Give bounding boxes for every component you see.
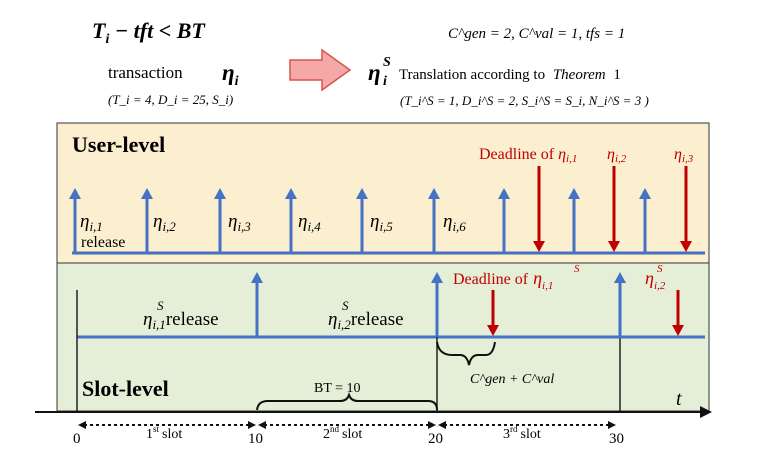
params-formula: C^gen = 2, C^val = 1, tfs = 1 (448, 26, 625, 42)
slot-label-2: 2nd slot (323, 424, 362, 442)
user-release-arrow-1-head-icon (69, 188, 81, 199)
slot-deadline-arrow-1-head-icon (487, 325, 499, 336)
original-params: (T_i = 4, D_i = 25, S_i) (108, 92, 233, 107)
tick-0: 0 (73, 431, 81, 447)
svg-text:S: S (383, 55, 391, 70)
user-release-arrow-2-head-icon (141, 188, 153, 199)
user-release-arrow-9-head-icon (639, 188, 651, 199)
svg-text:S: S (657, 263, 663, 275)
slot-release-label-2: ηi,2release (328, 309, 404, 332)
translation-text: Translation according to Theorem 1 (399, 67, 621, 83)
user-release-arrow-8-head-icon (568, 188, 580, 199)
release-label-1: ηi,1 (80, 211, 103, 234)
slot-label-1: 1st slot (146, 424, 182, 442)
tick-10: 10 (248, 431, 263, 447)
svg-text:i: i (383, 74, 387, 89)
slot-release-arrow-2-head-icon (431, 272, 443, 283)
user-deadline-arrow-3-head-icon (680, 241, 692, 252)
user-deadline-labels: Deadline of ηi,1 ηi,2 ηi,3 (479, 146, 694, 165)
slot-deadline-labels: Deadline of ηi,1 S ηi,2 S (453, 263, 666, 292)
slot-interval-arrowheads (78, 421, 616, 429)
slot-deadline-label: Deadline of ηi,1 (453, 268, 553, 292)
slot-release-label-1: ηi,1release (143, 309, 219, 332)
bt-label: BT = 10 (314, 381, 361, 396)
user-deadline-label-2: ηi,2 (607, 146, 627, 165)
condition-formula: Ti − tft < BT (92, 18, 206, 47)
slot-labels: 1st slot 2nd slot 3rd slot (146, 424, 541, 442)
svg-text:S: S (157, 298, 164, 313)
user-deadline-arrow-1-head-icon (533, 241, 545, 252)
slot-release-labels: ηi,1release S ηi,2release S (143, 298, 404, 332)
user-level-panel (56, 122, 710, 264)
user-deadline-label: Deadline of ηi,1 (479, 146, 577, 165)
user-release-word: release (81, 234, 125, 251)
user-level-title: User-level (72, 132, 165, 157)
user-release-arrow-5-head-icon (356, 188, 368, 199)
slot-label-3: 3rd slot (503, 424, 541, 442)
user-deadline-arrows (533, 166, 692, 252)
axis-tick-labels: 0 10 20 30 (73, 431, 624, 447)
svg-text:S: S (342, 298, 349, 313)
eta-translated: η (368, 60, 381, 85)
slot-release-arrows (251, 272, 626, 412)
translated-transaction: η S i Translation according to Theorem 1… (368, 55, 649, 108)
original-transaction: transaction ηi (T_i = 4, D_i = 25, S_i) (108, 60, 239, 107)
user-release-arrow-4-head-icon (285, 188, 297, 199)
tick-30: 30 (609, 431, 624, 447)
eta-main: ηi (222, 60, 239, 89)
cost-label: C^gen + C^val (470, 372, 554, 387)
user-deadline-label-3: ηi,3 (674, 146, 694, 165)
release-label-5: ηi,5 (370, 211, 393, 234)
user-release-arrows (69, 188, 651, 253)
user-release-arrow-7-head-icon (498, 188, 510, 199)
release-label-2: ηi,2 (153, 211, 176, 234)
release-label-6: ηi,6 (443, 211, 466, 234)
slot-deadline-arrows (487, 290, 684, 336)
user-deadline-arrow-2-head-icon (608, 241, 620, 252)
time-axis-label: t (676, 388, 682, 410)
svg-text:Ti − tft < BT: Ti − tft < BT (92, 18, 206, 47)
tick-20: 20 (428, 431, 443, 447)
bt-brace (256, 391, 438, 411)
slot-deadline-label-2: ηi,2 (645, 268, 666, 292)
slot-deadline-arrow-2-head-icon (672, 325, 684, 336)
slot-level-title: Slot-level (82, 376, 169, 401)
user-release-labels: ηi,1 ηi,2 ηi,3 ηi,4 ηi,5 ηi,6 (80, 211, 466, 234)
translated-params: (T_i^S = 1, D_i^S = 2, S_i^S = S_i, N_i^… (400, 93, 649, 108)
user-release-arrow-6-head-icon (428, 188, 440, 199)
slot-release-arrow-1-head-icon (251, 272, 263, 283)
transaction-word: transaction (108, 63, 183, 82)
release-label-4: ηi,4 (298, 211, 321, 234)
user-release-arrow-3-head-icon (214, 188, 226, 199)
slot-release-arrow-3-head-icon (614, 272, 626, 283)
release-label-3: ηi,3 (228, 211, 251, 234)
svg-text:S: S (574, 263, 580, 275)
translation-arrow-icon (289, 48, 352, 92)
cost-brace (436, 341, 496, 366)
time-axis-arrowhead-icon (700, 406, 712, 418)
